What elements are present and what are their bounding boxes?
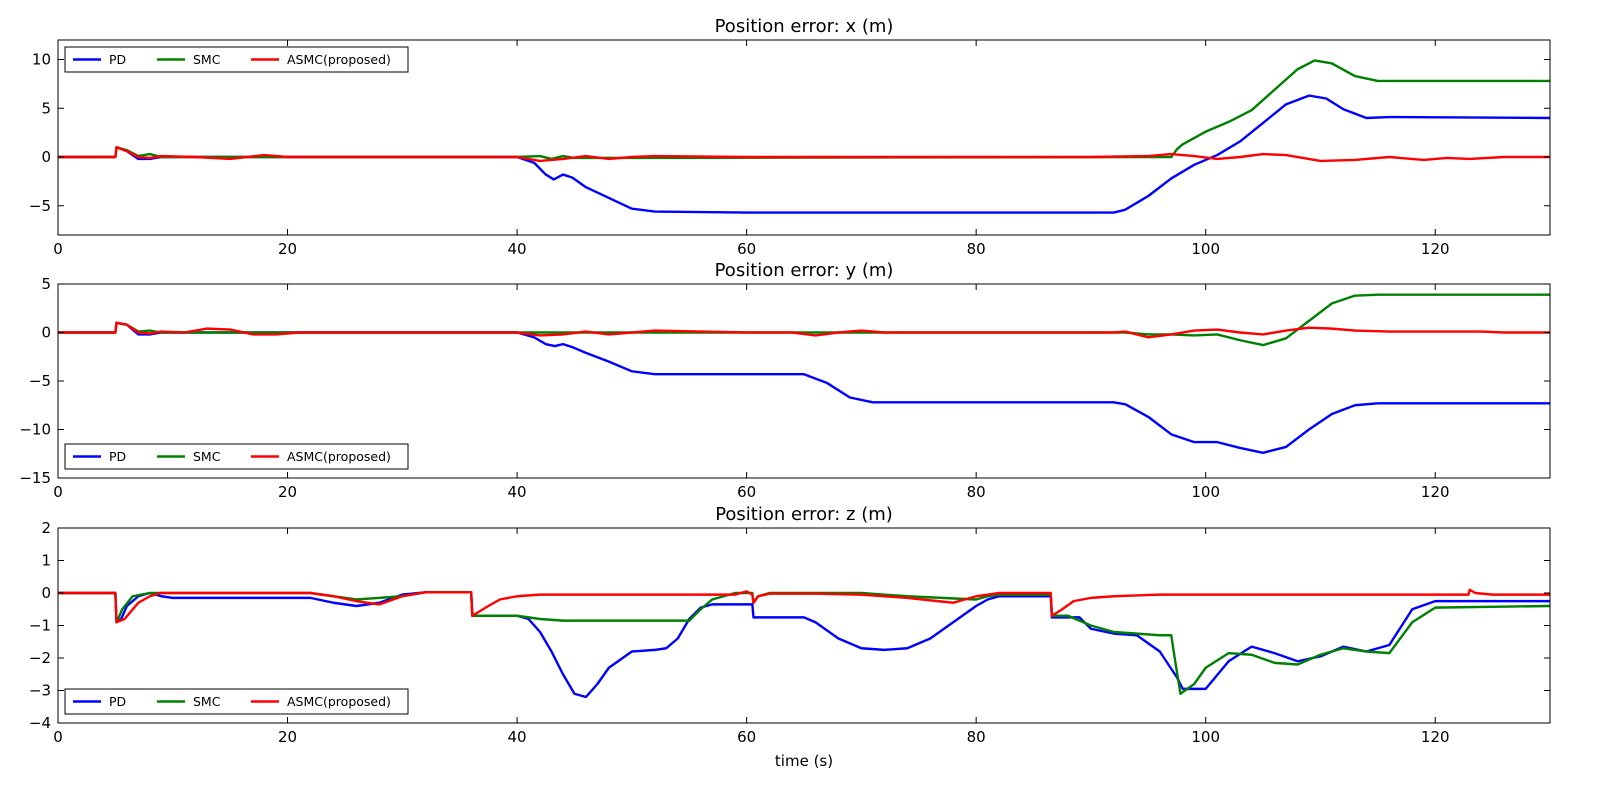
x-tick-label: 60 <box>737 240 756 258</box>
series-line-pd <box>58 94 1550 214</box>
x-tick-label: 20 <box>278 240 297 258</box>
legend-frame <box>64 46 409 73</box>
series-line-asmc-proposed <box>58 146 1550 163</box>
x-tick-label: 120 <box>1421 240 1450 258</box>
plot-lines <box>58 59 1550 214</box>
legend-label: SMC <box>193 694 221 709</box>
legend-label: ASMC(proposed) <box>287 449 391 464</box>
legend: PD SMC ASMC(proposed) <box>64 46 409 73</box>
y-tick-label: 5 <box>41 275 51 293</box>
x-tick-label: 20 <box>278 728 297 746</box>
x-tick-label: 100 <box>1191 728 1220 746</box>
series-line-pd <box>58 591 1550 699</box>
x-tick-label: 60 <box>737 483 756 501</box>
x-tick-label: 40 <box>508 240 527 258</box>
y-tick-label: −10 <box>19 421 51 439</box>
subplot-title: Position error: x (m) <box>715 16 894 37</box>
x-tick-label: 80 <box>967 483 986 501</box>
subplot-3: Position error: z (m)0 20 40 60 80 100 120−4−3… <box>29 504 1551 770</box>
x-axis-label: time (s) <box>775 752 833 770</box>
y-tick-label: −5 <box>29 197 51 215</box>
series-line-smc <box>58 591 1550 695</box>
x-tick-label: 20 <box>278 483 297 501</box>
plot-lines <box>58 293 1550 454</box>
legend-label: ASMC(proposed) <box>287 694 391 709</box>
subplot-title: Position error: z (m) <box>715 504 893 525</box>
legend-frame <box>64 443 409 470</box>
y-tick-label: −4 <box>29 714 51 732</box>
series-line-smc <box>58 59 1550 161</box>
legend-label: SMC <box>193 52 221 67</box>
x-tick-label: 40 <box>508 483 527 501</box>
legend-label: PD <box>109 52 126 67</box>
x-tick-label: 80 <box>967 240 986 258</box>
subplot-2: Position error: y (m) 0 20 40 60 80 100 120 −15 −… <box>19 260 1551 501</box>
plot-lines <box>58 588 1550 699</box>
y-tick-label: 0 <box>41 148 51 166</box>
x-tick-label: 120 <box>1421 728 1450 746</box>
legend-label: PD <box>109 694 126 709</box>
y-tick-label: 5 <box>41 99 51 117</box>
y-tick-label: 0 <box>41 584 51 602</box>
x-tick-label: 60 <box>737 728 756 746</box>
x-tick-label: 40 <box>508 728 527 746</box>
legend-label: SMC <box>193 449 221 464</box>
y-tick-label: −1 <box>29 617 51 635</box>
y-tick-label: 2 <box>41 519 51 537</box>
legend: PD SMC ASMC(proposed) <box>64 443 409 470</box>
series-line-smc <box>58 293 1550 347</box>
legend-frame <box>64 688 409 715</box>
y-tick-label: 10 <box>32 51 51 69</box>
axes-frame <box>57 39 1551 236</box>
x-tick-label: 100 <box>1191 240 1220 258</box>
series-line-pd <box>58 321 1550 454</box>
legend: PD SMC ASMC(proposed) <box>64 688 409 715</box>
series-line-asmc-proposed <box>58 321 1550 339</box>
x-tick-label: 100 <box>1191 483 1220 501</box>
subplot-1: Position error: x (m) 0 20 40 60 80 100 120 −5 0 5… <box>29 16 1551 258</box>
x-tick-label: 120 <box>1421 483 1450 501</box>
series-line-asmc-proposed <box>58 588 1550 624</box>
subplot-title: Position error: y (m) <box>715 260 894 281</box>
legend-label: ASMC(proposed) <box>287 52 391 67</box>
x-tick-label: 0 <box>53 728 63 746</box>
legend-label: PD <box>109 449 126 464</box>
y-tick-label: 1 <box>41 552 51 570</box>
x-tick-label: 80 <box>967 728 986 746</box>
y-tick-label: 0 <box>41 324 51 342</box>
y-tick-label: −2 <box>29 649 51 667</box>
y-tick-label: −15 <box>19 469 51 487</box>
y-tick-label: −3 <box>29 682 51 700</box>
x-tick-label: 0 <box>53 483 63 501</box>
x-tick-label: 0 <box>53 240 63 258</box>
y-tick-label: −5 <box>29 372 51 390</box>
